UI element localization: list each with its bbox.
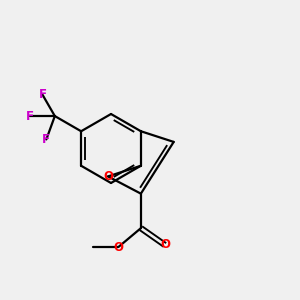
- Text: O: O: [160, 238, 170, 251]
- Text: O: O: [113, 241, 123, 254]
- Text: F: F: [42, 133, 50, 146]
- Text: O: O: [103, 170, 113, 183]
- Text: F: F: [26, 110, 34, 123]
- Text: F: F: [38, 88, 46, 101]
